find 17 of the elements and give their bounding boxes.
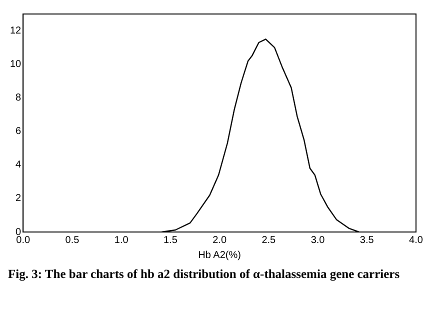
x-tick-label: 2.0 [212, 234, 227, 246]
x-tick-label: 0.0 [16, 234, 31, 246]
x-tick-label: 2.5 [262, 234, 276, 246]
x-tick-label: 1.5 [164, 234, 178, 246]
y-tick-label: 12 [10, 26, 22, 37]
y-tick-label: 4 [16, 160, 22, 171]
y-tick-label: 8 [16, 92, 22, 104]
y-tick-label: 2 [16, 193, 22, 204]
x-tick-label: 4.0 [409, 234, 424, 246]
y-tick-label: 10 [10, 59, 22, 70]
x-tick-label: 0.5 [65, 234, 80, 246]
x-tick-label: 3.0 [310, 234, 326, 246]
x-tick-label: 1.0 [114, 234, 129, 246]
x-tick-label: 3.5 [360, 234, 374, 246]
y-tick-label: 6 [16, 126, 22, 138]
x-axis-title: Hb A2(%) [198, 250, 241, 261]
caption: Fig. 3: The bar charts of hb a2 distribution of α-thalassemia gene carriers [8, 266, 401, 282]
